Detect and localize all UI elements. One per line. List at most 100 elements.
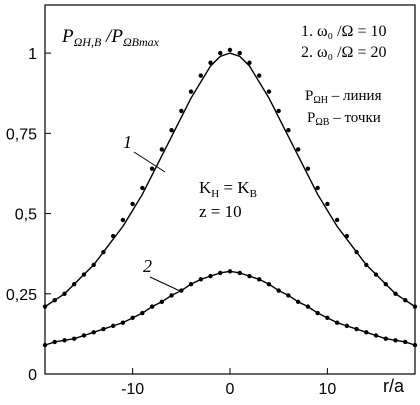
series-1-point: [91, 262, 96, 268]
series-2-point: [315, 310, 320, 316]
series-1-point: [257, 73, 262, 78]
series-2-point: [169, 293, 174, 298]
series-2-point: [130, 315, 135, 321]
series-2-point: [237, 270, 242, 276]
y-tick-label: 0: [28, 367, 37, 384]
annotation-z: z = 10: [199, 202, 242, 221]
series-1-point: [130, 201, 135, 207]
series-1-point: [188, 89, 194, 94]
series-2-point: [295, 299, 301, 304]
series-2-point: [72, 336, 77, 341]
y-tick-label: 0,5: [15, 207, 37, 224]
y-tick-label: 0,75: [6, 126, 37, 143]
legend-entry-2: 2. ω₀ /Ω = 20: [301, 44, 386, 61]
series-1-point: [81, 272, 87, 277]
k-left-sub: H: [211, 188, 219, 200]
series-2-point: [286, 293, 291, 298]
series-1-point: [149, 166, 155, 171]
series-1-point: [120, 217, 126, 223]
style-points-sub: ΩB: [315, 117, 329, 128]
series-2-point: [101, 326, 106, 332]
series-1-point: [227, 47, 233, 53]
series-2-point: [91, 330, 96, 335]
series-1-point: [159, 147, 165, 152]
annotation-k-equality: KH = KB: [199, 178, 257, 200]
series-1-point: [140, 185, 145, 191]
series-1-point: [403, 298, 408, 303]
series-1-line: [44, 52, 416, 308]
series-2-point: [140, 310, 145, 316]
series-2-point: [208, 273, 213, 279]
series-1-point: [72, 281, 77, 287]
k-right: K: [237, 178, 250, 197]
series-2-point: [276, 288, 281, 293]
series-1-point: [266, 89, 272, 94]
title-slash: /: [101, 26, 113, 47]
series-2-point: [373, 333, 379, 338]
series-2-point: [188, 281, 194, 287]
series-1-point: [344, 233, 350, 239]
series-2-point: [218, 270, 223, 276]
series-1-point: [42, 304, 48, 309]
style-points-text: – точки: [329, 110, 380, 126]
series-2-point: [120, 320, 126, 325]
y-tick-label: 1: [28, 46, 37, 63]
series-1-point: [286, 127, 291, 133]
series-1-point: [354, 249, 359, 255]
series-1-point: [364, 262, 369, 268]
curve-1-leader: [133, 151, 166, 173]
series-2-point: [266, 281, 272, 287]
k-eq-sign: =: [219, 178, 237, 197]
series-2-point: [257, 277, 262, 282]
style-line-sub: ΩH: [313, 95, 328, 106]
title-p2: P: [110, 26, 123, 47]
series-2-point: [305, 304, 311, 309]
series-1-point: [412, 304, 418, 309]
series-2-point: [393, 338, 398, 343]
title-sub2: ΩBmax: [123, 35, 160, 49]
series-2-line: [44, 270, 416, 346]
series-2-point: [42, 342, 48, 348]
x-axis-label: r/a: [383, 376, 405, 396]
series-1-point: [325, 201, 330, 207]
title-sub1: ΩH,B: [74, 35, 102, 49]
curve-2-leader: [149, 276, 181, 292]
series-1-point: [179, 108, 184, 114]
series-1-point: [373, 272, 379, 277]
series-2-point: [62, 338, 67, 343]
series-1-point: [169, 127, 174, 133]
style-line-p: P: [305, 88, 313, 104]
k-right-sub: B: [250, 188, 257, 200]
chart-title: PΩH,B /PΩBmax: [61, 26, 160, 49]
series-1-point: [237, 50, 242, 56]
series-2-point: [383, 336, 388, 341]
title-p1: P: [61, 26, 74, 47]
series-2-point: [364, 330, 369, 335]
x-tick-label: 0: [226, 381, 235, 398]
style-line-text: – линия: [328, 88, 382, 104]
legend-entry-1: 1. ω₀ /Ω = 10: [301, 23, 386, 40]
series-1-point: [218, 50, 223, 56]
series-2-point: [354, 326, 359, 332]
series-2-point: [403, 339, 408, 345]
series-1-point: [276, 108, 281, 114]
series-2-point: [325, 315, 330, 321]
series-2-point: [159, 299, 165, 304]
style-points-p: P: [307, 110, 315, 126]
series-1-point: [110, 233, 116, 239]
series-1-point: [52, 298, 57, 303]
series-1-point: [383, 281, 388, 287]
series-2-point: [198, 277, 203, 282]
series-1-point: [393, 291, 398, 296]
k-left: K: [199, 178, 212, 197]
series-2-point: [149, 304, 155, 309]
style-legend-line: PΩH – линия: [305, 88, 382, 106]
series-2-point: [227, 269, 233, 274]
series-2-point: [81, 333, 87, 338]
series-1-point: [334, 217, 340, 223]
series-1-point: [305, 166, 311, 171]
x-tick-label: 10: [318, 381, 336, 398]
series-1-point: [101, 249, 106, 255]
y-tick-label: 0,25: [6, 287, 37, 304]
